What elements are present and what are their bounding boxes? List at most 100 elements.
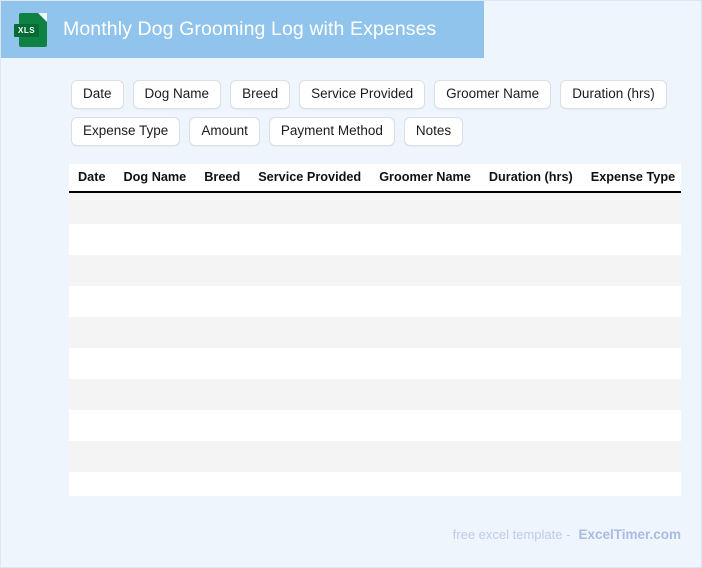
table-cell[interactable] xyxy=(249,317,371,348)
table-cell[interactable] xyxy=(370,379,480,410)
field-chip-dog-name[interactable]: Dog Name xyxy=(132,80,222,109)
table-cell[interactable] xyxy=(581,224,681,255)
table-cell[interactable] xyxy=(195,441,250,472)
column-header-breed[interactable]: Breed xyxy=(195,164,250,193)
table-cell[interactable] xyxy=(114,410,196,441)
column-header-date[interactable]: Date xyxy=(69,164,115,193)
table-cell[interactable] xyxy=(249,255,371,286)
table-cell[interactable] xyxy=(249,441,371,472)
table-cell[interactable] xyxy=(370,192,480,224)
table-cell[interactable] xyxy=(69,472,115,496)
table-cell[interactable] xyxy=(581,441,681,472)
field-chip-expense-type[interactable]: Expense Type xyxy=(71,117,181,146)
table-cell[interactable] xyxy=(69,224,115,255)
table-cell[interactable] xyxy=(581,286,681,317)
table-cell[interactable] xyxy=(195,192,250,224)
field-chip-service-provided[interactable]: Service Provided xyxy=(299,80,426,109)
table-cell[interactable] xyxy=(114,348,196,379)
table-cell[interactable] xyxy=(114,255,196,286)
table-cell[interactable] xyxy=(581,192,681,224)
table-cell[interactable] xyxy=(69,441,115,472)
table-row[interactable] xyxy=(69,348,681,379)
table-cell[interactable] xyxy=(69,255,115,286)
table-row[interactable] xyxy=(69,255,681,286)
table-cell[interactable] xyxy=(249,379,371,410)
table-cell[interactable] xyxy=(581,255,681,286)
table-cell[interactable] xyxy=(370,224,480,255)
spreadsheet-table-container[interactable]: Date Dog Name Breed Service Provided Gro… xyxy=(69,164,681,496)
table-row[interactable] xyxy=(69,441,681,472)
table-cell[interactable] xyxy=(114,192,196,224)
table-cell[interactable] xyxy=(370,317,480,348)
field-chip-breed[interactable]: Breed xyxy=(230,80,291,109)
table-row[interactable] xyxy=(69,192,681,224)
table-cell[interactable] xyxy=(114,286,196,317)
field-chip-groomer-name[interactable]: Groomer Name xyxy=(434,80,552,109)
table-cell[interactable] xyxy=(249,410,371,441)
table-cell[interactable] xyxy=(249,286,371,317)
table-cell[interactable] xyxy=(370,472,480,496)
table-cell[interactable] xyxy=(370,286,480,317)
table-row[interactable] xyxy=(69,379,681,410)
table-cell[interactable] xyxy=(195,317,250,348)
table-cell[interactable] xyxy=(479,286,582,317)
table-cell[interactable] xyxy=(581,348,681,379)
table-cell[interactable] xyxy=(195,255,250,286)
table-cell[interactable] xyxy=(479,472,582,496)
table-row[interactable] xyxy=(69,317,681,348)
table-cell[interactable] xyxy=(69,348,115,379)
table-row[interactable] xyxy=(69,472,681,496)
table-cell[interactable] xyxy=(479,441,582,472)
table-cell[interactable] xyxy=(195,410,250,441)
table-row[interactable] xyxy=(69,224,681,255)
table-cell[interactable] xyxy=(479,224,582,255)
table-cell[interactable] xyxy=(69,192,115,224)
table-cell[interactable] xyxy=(195,224,250,255)
table-cell[interactable] xyxy=(195,379,250,410)
table-cell[interactable] xyxy=(114,441,196,472)
table-cell[interactable] xyxy=(479,410,582,441)
field-chip-duration-hrs[interactable]: Duration (hrs) xyxy=(560,80,667,109)
table-cell[interactable] xyxy=(69,379,115,410)
table-cell[interactable] xyxy=(479,192,582,224)
table-cell[interactable] xyxy=(479,379,582,410)
field-chip-amount[interactable]: Amount xyxy=(189,117,260,146)
table-cell[interactable] xyxy=(370,255,480,286)
table-cell[interactable] xyxy=(195,472,250,496)
table-cell[interactable] xyxy=(249,192,371,224)
column-header-duration-hrs[interactable]: Duration (hrs) xyxy=(479,164,582,193)
table-cell[interactable] xyxy=(114,379,196,410)
table-cell[interactable] xyxy=(249,348,371,379)
table-cell[interactable] xyxy=(370,410,480,441)
table-cell[interactable] xyxy=(479,255,582,286)
table-cell[interactable] xyxy=(479,348,582,379)
table-cell[interactable] xyxy=(479,317,582,348)
table-cell[interactable] xyxy=(114,317,196,348)
table-cell[interactable] xyxy=(370,348,480,379)
table-cell[interactable] xyxy=(581,410,681,441)
table-cell[interactable] xyxy=(69,317,115,348)
table-cell[interactable] xyxy=(195,286,250,317)
table-cell[interactable] xyxy=(370,441,480,472)
table-cell[interactable] xyxy=(581,472,681,496)
footer-brand-link[interactable]: ExcelTimer.com xyxy=(578,527,681,542)
table-cell[interactable] xyxy=(114,224,196,255)
table-cell[interactable] xyxy=(69,410,115,441)
table-cell[interactable] xyxy=(581,317,681,348)
table-header-row: Date Dog Name Breed Service Provided Gro… xyxy=(69,164,681,193)
field-chip-date[interactable]: Date xyxy=(71,80,124,109)
table-cell[interactable] xyxy=(195,348,250,379)
table-row[interactable] xyxy=(69,410,681,441)
table-cell[interactable] xyxy=(249,472,371,496)
table-cell[interactable] xyxy=(69,286,115,317)
table-cell[interactable] xyxy=(249,224,371,255)
column-header-groomer-name[interactable]: Groomer Name xyxy=(370,164,480,193)
table-cell[interactable] xyxy=(581,379,681,410)
table-row[interactable] xyxy=(69,286,681,317)
column-header-dog-name[interactable]: Dog Name xyxy=(114,164,196,193)
field-chip-notes[interactable]: Notes xyxy=(403,117,464,146)
column-header-expense-type[interactable]: Expense Type xyxy=(581,164,681,193)
table-cell[interactable] xyxy=(114,472,196,496)
field-chip-payment-method[interactable]: Payment Method xyxy=(268,117,395,146)
column-header-service-provided[interactable]: Service Provided xyxy=(249,164,371,193)
